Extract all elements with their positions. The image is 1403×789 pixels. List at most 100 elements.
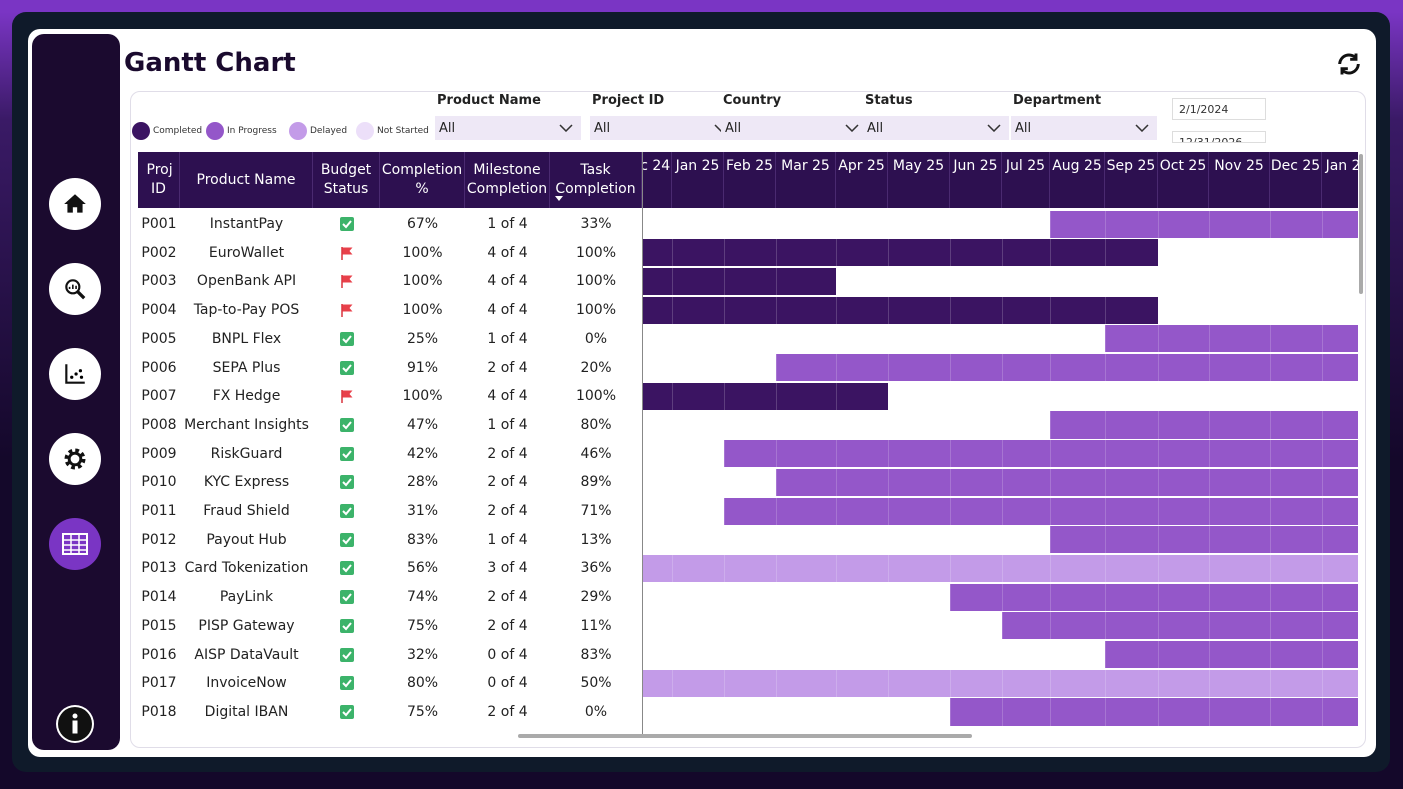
budget-icon: [313, 239, 380, 268]
filter-dropdown[interactable]: All: [435, 116, 581, 140]
gantt-bar: [1105, 325, 1358, 353]
header-text: Task Completion: [555, 162, 636, 197]
refresh-button[interactable]: [1335, 50, 1363, 82]
table-cell: 0 of 4: [487, 646, 528, 663]
table-cell: 83%: [580, 646, 612, 663]
gantt-bar: [724, 497, 1358, 525]
table-cell: 3 of 4: [487, 560, 528, 577]
legend-swatch: [206, 122, 224, 140]
legend-swatch: [132, 122, 150, 140]
date-input[interactable]: 12/31/2026: [1172, 131, 1266, 143]
budget-icon: [313, 468, 380, 497]
budget-icon: [313, 354, 380, 383]
v-scrollbar[interactable]: [1359, 154, 1363, 294]
project-id: P015: [141, 617, 177, 634]
project-id: P005: [141, 330, 177, 347]
table-cell: Tap-to-Pay POS: [193, 302, 300, 319]
table-cell: 100%: [402, 273, 443, 290]
table-cell: 1 of 4: [487, 216, 528, 232]
search-button[interactable]: [49, 263, 101, 315]
legend-label: Completed: [153, 126, 203, 136]
month-header: Jun 25: [950, 152, 1002, 208]
gantt-bar: [643, 267, 836, 296]
filter-dropdown[interactable]: All: [863, 116, 1009, 140]
info-button[interactable]: [56, 705, 94, 743]
budget-icon: [313, 526, 380, 555]
table-cell: 0%: [584, 330, 608, 347]
home-button[interactable]: [49, 178, 101, 230]
chevron: [1135, 124, 1149, 132]
table-cell: 100%: [575, 273, 617, 290]
date-input[interactable]: 2/1/2024: [1172, 98, 1266, 120]
budget-icon: [313, 296, 380, 325]
table-cell: 1 of 4: [487, 330, 528, 347]
project-id: P003: [141, 273, 177, 290]
filter-dropdown[interactable]: All: [590, 116, 736, 140]
table-cell: 42%: [406, 445, 439, 462]
month-header: Dec 25: [1270, 152, 1322, 208]
scatter-button[interactable]: [49, 348, 101, 400]
table-cell: 32%: [406, 646, 439, 663]
column-header[interactable]: Task Completion: [550, 152, 642, 208]
table-cell: 4 of 4: [487, 244, 528, 261]
filter-dropdown[interactable]: All: [1011, 116, 1157, 140]
table-cell: 47%: [406, 416, 439, 433]
project-id: P007: [141, 388, 177, 405]
column-header[interactable]: Milestone Completion: [465, 152, 550, 208]
month-header: Feb 25: [724, 152, 776, 208]
chevron: [987, 124, 1001, 132]
table-cell: SEPA Plus: [212, 359, 281, 376]
column-header[interactable]: Budget Status: [313, 152, 380, 208]
month-header: May 25: [888, 152, 950, 208]
header-text: Completion %: [381, 162, 463, 197]
table-cell: 100%: [402, 388, 443, 405]
table-cell: 71%: [580, 503, 612, 519]
budget-icon: [313, 641, 380, 670]
column-header[interactable]: Product Name: [180, 152, 313, 208]
column-header[interactable]: Proj ID: [138, 152, 180, 208]
month-header: Nov 25: [1209, 152, 1270, 208]
table-cell: 0%: [584, 703, 608, 720]
h-scrollbar[interactable]: [518, 734, 972, 738]
table-cell: 31%: [406, 503, 439, 519]
legend-label: Not Started: [377, 126, 429, 136]
project-id: P009: [141, 445, 177, 462]
project-id: P016: [141, 646, 177, 663]
legend-swatch: [289, 122, 307, 140]
column-header[interactable]: Completion %: [380, 152, 465, 208]
table-cell: 1 of 4: [487, 416, 528, 433]
month-header: Aug 25: [1050, 152, 1105, 208]
table-cell: 4 of 4: [487, 273, 528, 290]
header-text: Budget Status: [320, 162, 372, 197]
budget-icon: [313, 267, 380, 296]
legend-item: Delayed: [289, 122, 347, 140]
budget-icon: [313, 612, 380, 641]
table-cell: 2 of 4: [487, 703, 528, 720]
gantt-bar: [1105, 641, 1358, 669]
panel: [130, 91, 1366, 748]
month-header: Oct 25: [1158, 152, 1209, 208]
table-cell: 56%: [406, 560, 439, 577]
table-cell: 28%: [406, 474, 439, 491]
budget-icon: [313, 554, 380, 583]
table-button[interactable]: [49, 518, 101, 570]
project-id: P011: [141, 503, 177, 519]
month-grid-line: [950, 208, 951, 734]
table-cell: KYC Express: [203, 474, 290, 491]
gantt-bar: [643, 239, 1158, 267]
month-header: Mar 25: [776, 152, 836, 208]
month-grid-line: [1002, 208, 1003, 734]
table-cell: Fraud Shield: [203, 503, 290, 519]
month-grid-line: [1209, 208, 1210, 734]
month-header: Sep 25: [1105, 152, 1158, 208]
table-cell: AISP DataVault: [194, 646, 299, 663]
table-cell: 100%: [402, 244, 443, 261]
settings-button[interactable]: [49, 433, 101, 485]
table-cell: Card Tokenization: [184, 560, 309, 577]
table-cell: 1 of 4: [487, 531, 528, 548]
table-cell: InstantPay: [209, 216, 284, 232]
month-grid-line: [836, 208, 837, 734]
filter-dropdown[interactable]: All: [721, 116, 867, 140]
sort-indicator: [555, 196, 563, 201]
